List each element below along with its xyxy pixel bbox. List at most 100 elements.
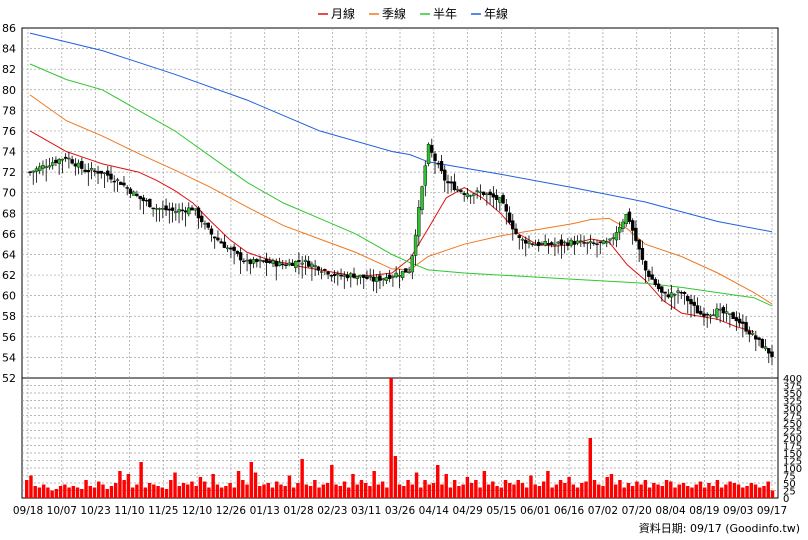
volume-bar xyxy=(287,475,292,498)
candle-body xyxy=(391,276,395,278)
price-axis-ticks: 52 54 56 58 60 62 64 66 68 70 72 74 76 78 80 82 84 86 xyxy=(2,22,16,385)
volume-bar xyxy=(474,480,478,498)
volume-bar xyxy=(262,484,266,498)
volume-bar xyxy=(664,480,669,498)
candle-body xyxy=(164,205,168,211)
candle-body xyxy=(679,292,683,294)
candle-body xyxy=(326,271,330,275)
candle-body xyxy=(553,243,557,246)
volume-bar xyxy=(732,483,737,498)
volume-bar xyxy=(482,471,487,498)
candle-body xyxy=(533,244,538,246)
candle-body xyxy=(80,161,84,169)
volume-bar xyxy=(414,472,419,498)
candle-body xyxy=(174,211,178,213)
volume-bar xyxy=(491,481,495,498)
candle-body xyxy=(284,264,288,266)
volume-tick-label: 50 xyxy=(783,479,796,490)
candle-body xyxy=(715,308,719,318)
candle-body xyxy=(200,215,204,223)
x-tick-label: 05/15 xyxy=(486,505,516,517)
volume-bar xyxy=(122,480,126,498)
volume-tick-label: 250 xyxy=(783,419,802,430)
candle-body xyxy=(44,166,48,168)
candle-body xyxy=(549,242,554,245)
volume-bar xyxy=(368,486,372,498)
volume-bar xyxy=(618,480,622,498)
candle-body xyxy=(225,247,230,250)
candle-body xyxy=(180,209,184,212)
volume-bar xyxy=(160,487,165,498)
candle-body xyxy=(731,312,735,319)
volume-bar xyxy=(147,483,152,498)
candle-body xyxy=(721,307,726,314)
volume-tick-label: 400 xyxy=(783,374,802,385)
volume-bar xyxy=(67,487,71,498)
candle-body xyxy=(605,241,609,244)
candle-body xyxy=(329,275,334,277)
volume-bar xyxy=(660,486,665,498)
candle-body xyxy=(135,193,139,196)
volume-bar xyxy=(563,483,567,498)
candle-body xyxy=(303,259,308,262)
price-tick-label: 52 xyxy=(2,372,16,385)
x-tick-label: 12/10 xyxy=(182,505,212,517)
candle-body xyxy=(235,250,240,254)
price-tick-label: 78 xyxy=(2,104,16,117)
volume-bar xyxy=(656,484,660,498)
volume-bar xyxy=(647,487,652,498)
volume-bar xyxy=(118,471,122,498)
price-tick-label: 82 xyxy=(2,63,16,76)
volume-bar xyxy=(469,483,474,498)
volume-bar xyxy=(41,484,46,498)
volume-tick-label: 275 xyxy=(783,412,802,423)
candle-body xyxy=(608,238,612,241)
volume-bar xyxy=(762,486,766,498)
candle-body xyxy=(624,214,628,225)
volume-bar xyxy=(258,486,262,498)
candle-body xyxy=(222,241,227,248)
volume-tick-label: 75 xyxy=(783,472,796,483)
volume-bar xyxy=(376,484,381,498)
volume-bar xyxy=(359,480,364,498)
volume-axis-ticks: 0255075100125150175200225250275300325350… xyxy=(783,374,802,505)
candle-body xyxy=(708,314,713,317)
volume-bar xyxy=(181,483,186,498)
candle-body xyxy=(63,156,68,159)
volume-bar xyxy=(575,487,580,498)
volume-bar xyxy=(236,471,241,498)
volume-bar xyxy=(249,462,254,498)
candle-body xyxy=(718,308,722,311)
candle-body xyxy=(592,242,596,244)
candle-body xyxy=(274,261,278,267)
volume-bar xyxy=(385,487,389,498)
candle-body xyxy=(653,279,658,285)
candle-body xyxy=(96,171,100,174)
volume-bar xyxy=(194,486,198,498)
candle-body xyxy=(190,207,194,211)
volume-bar xyxy=(304,484,309,498)
candle-body xyxy=(634,227,638,241)
volume-bar xyxy=(80,489,84,498)
volume-bar xyxy=(694,484,698,498)
volume-bar xyxy=(436,465,440,498)
volume-tick-label: 25 xyxy=(783,487,796,498)
candle-body xyxy=(420,186,424,210)
candle-body xyxy=(695,305,700,314)
candle-body xyxy=(524,239,528,244)
price-tick-label: 76 xyxy=(2,125,16,138)
price-tick-label: 74 xyxy=(2,146,16,159)
volume-bar xyxy=(749,483,754,498)
volume-bar xyxy=(588,438,592,498)
volume-bar xyxy=(50,490,54,498)
candle-body xyxy=(125,187,129,189)
candle-body xyxy=(566,242,570,246)
volume-tick-label: 200 xyxy=(783,434,802,445)
candle-body xyxy=(465,193,470,198)
candle-body xyxy=(439,161,444,172)
candle-body xyxy=(323,269,327,271)
volume-bar xyxy=(597,484,601,498)
candle-body xyxy=(277,261,282,266)
volume-bar xyxy=(736,484,741,498)
volume-bar xyxy=(275,481,279,498)
